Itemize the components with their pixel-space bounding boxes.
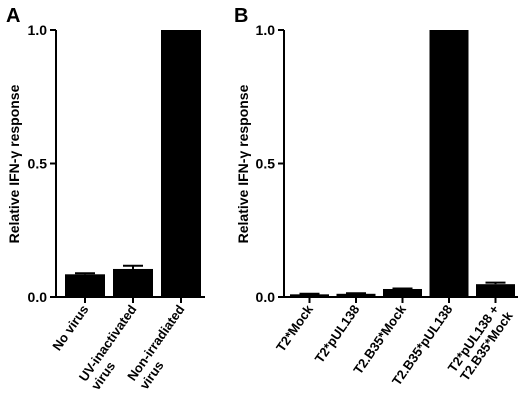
- panel-a-y-tick-label: 1.0: [28, 22, 48, 38]
- panel-a: A Relative IFN-γ response 0.0 0.5 1.0 No vi…: [6, 5, 205, 393]
- panel-b-category-label: T2*Mock: [273, 301, 316, 354]
- panel-a-bar: [65, 274, 105, 297]
- panel-b-bar: [476, 284, 515, 297]
- panel-b-bar: [383, 288, 422, 297]
- panel-b-y-axis-label: Relative IFN-γ response: [235, 84, 251, 243]
- panel-b-category-label: T2*pUL138 +T2.B35*Mock: [445, 299, 516, 383]
- panel-a-y-tick-label: 0.5: [28, 156, 48, 172]
- panel-a-category-label: No virus: [49, 302, 91, 353]
- panel-b-bar: [336, 293, 376, 297]
- panel-b-bar: [429, 30, 469, 297]
- panel-b-y-tick-label: 0.5: [256, 156, 276, 172]
- panel-b-letter: B: [234, 5, 248, 27]
- panel-a-letter: A: [6, 5, 20, 27]
- panel-b-bar: [290, 294, 329, 297]
- panel-a-bar: [113, 268, 153, 297]
- panel-b-y-tick-label: 1.0: [256, 22, 276, 38]
- panel-a-y-axis-label: Relative IFN-γ response: [6, 84, 22, 243]
- panel-b-y-tick-label: 0.0: [256, 289, 276, 305]
- panel-b: B Relative IFN-γ response 0.0 0.5 1.0 T2*Mo…: [234, 5, 518, 388]
- panel-a-bar: [161, 30, 201, 297]
- panel-a-y-tick-label: 0.0: [28, 289, 48, 305]
- panel-b-category-label: T2*pUL138: [312, 302, 363, 366]
